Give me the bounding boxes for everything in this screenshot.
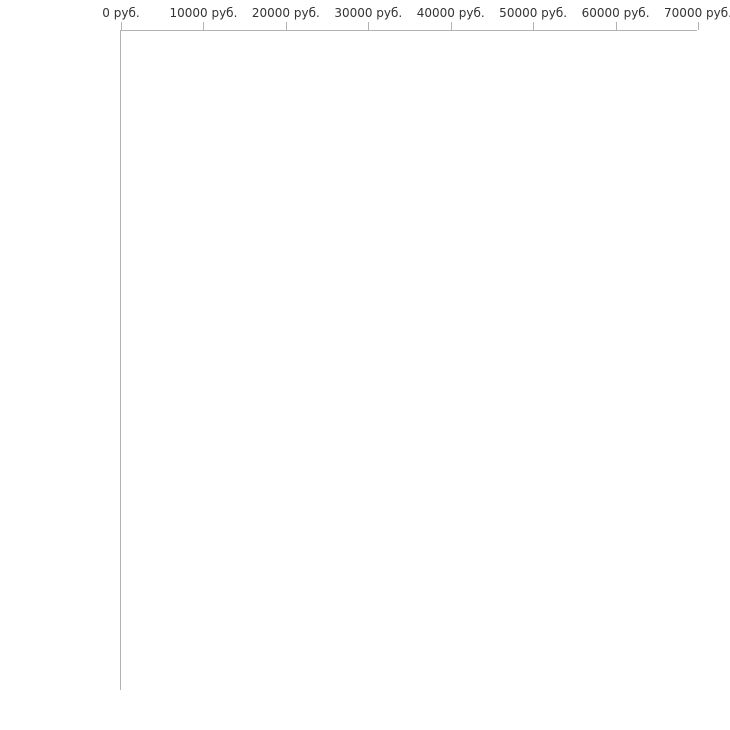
x-axis-tick-mark <box>615 22 617 30</box>
x-axis-tick-mark <box>285 22 287 30</box>
x-axis-tick-label: 10000 руб. <box>169 6 238 20</box>
x-axis-tick-mark <box>533 22 535 30</box>
x-axis-tick-label: 50000 руб. <box>499 6 568 20</box>
x-axis-tick-label: 20000 руб. <box>251 6 320 20</box>
plot-area: 0 руб. 10000 руб. 20000 руб. 30000 руб. 4000… <box>102 6 730 690</box>
x-axis-tick-label: 0 руб. <box>102 6 140 20</box>
x-axis-tick-label: 30000 руб. <box>334 6 403 20</box>
x-axis-tick-label: 40000 руб. <box>416 6 485 20</box>
x-axis-tick-label: 70000 руб. <box>664 6 730 20</box>
x-axis-tick-mark <box>203 22 205 30</box>
x-axis-tick-label: 60000 руб. <box>581 6 650 20</box>
x-axis-tick-mark <box>450 22 452 30</box>
x-axis-tick-mark <box>698 22 699 30</box>
x-axis-tick-mark <box>368 22 370 30</box>
x-axis-tick-mark <box>121 22 122 30</box>
